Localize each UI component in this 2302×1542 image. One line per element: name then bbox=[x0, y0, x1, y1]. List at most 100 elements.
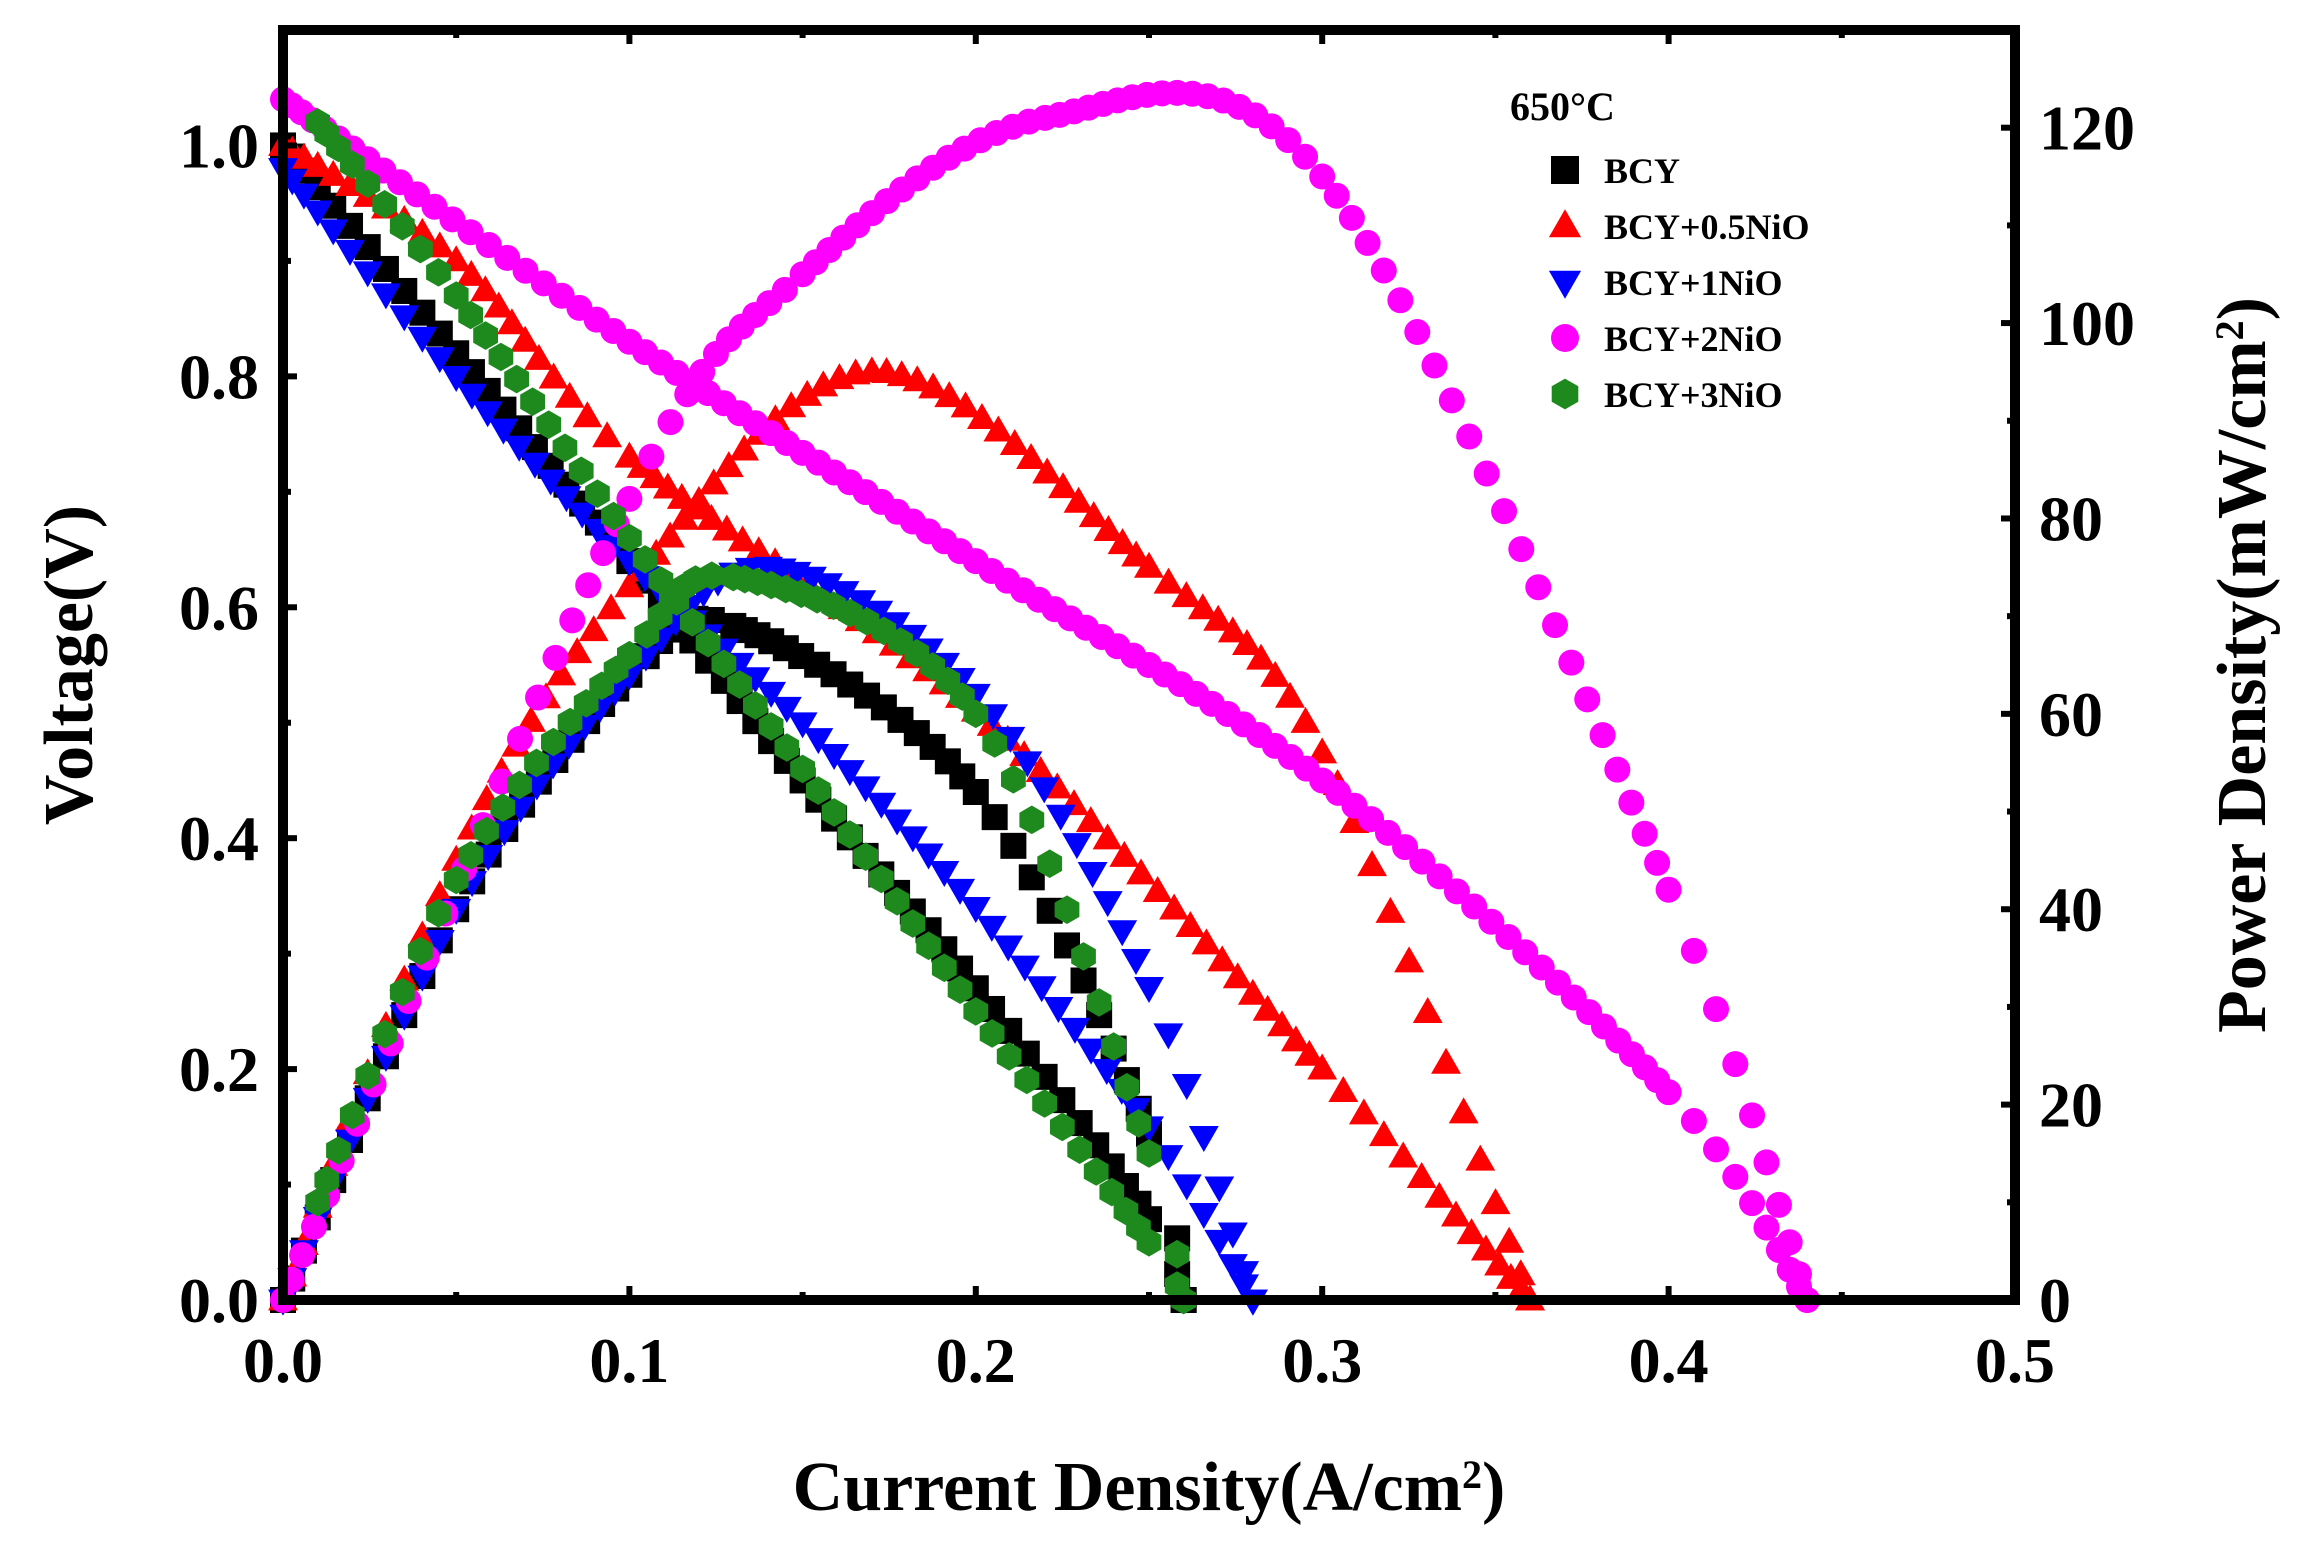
voltage-point bbox=[771, 696, 802, 723]
power-point bbox=[638, 443, 665, 470]
power-point bbox=[1232, 629, 1262, 656]
power-point bbox=[1092, 891, 1123, 918]
power-point bbox=[729, 434, 760, 461]
power-point bbox=[1491, 498, 1518, 525]
voltage-point bbox=[1512, 939, 1539, 966]
power-point bbox=[657, 409, 684, 436]
voltage-point bbox=[424, 347, 455, 374]
voltage-point bbox=[302, 200, 333, 227]
power-point bbox=[1292, 143, 1319, 170]
power-point bbox=[372, 1019, 397, 1049]
power-point bbox=[474, 816, 499, 846]
voltage-point bbox=[372, 190, 397, 219]
voltage-point bbox=[1191, 928, 1222, 955]
voltage-point bbox=[407, 326, 438, 353]
y2-tick-label: 40 bbox=[2039, 874, 2103, 945]
voltage-point bbox=[1267, 1010, 1297, 1037]
voltage-point bbox=[318, 219, 349, 246]
voltage-point bbox=[819, 744, 850, 771]
power-point bbox=[950, 391, 981, 418]
power-point bbox=[562, 637, 593, 664]
voltage-point bbox=[389, 212, 415, 241]
voltage-point bbox=[1091, 1058, 1122, 1085]
voltage-point bbox=[458, 300, 483, 330]
voltage-point bbox=[837, 820, 863, 849]
power-point bbox=[1045, 804, 1076, 831]
voltage-point bbox=[834, 760, 865, 787]
power-point bbox=[339, 1100, 365, 1130]
power-point bbox=[1063, 486, 1094, 513]
voltage-point bbox=[916, 931, 941, 961]
voltage-point bbox=[1229, 1274, 1260, 1301]
power-point bbox=[1121, 540, 1152, 567]
y2-tick-label: 100 bbox=[2039, 288, 2135, 359]
power-point bbox=[1134, 976, 1164, 1003]
voltage-point bbox=[976, 915, 1007, 942]
power-point bbox=[326, 1136, 351, 1165]
voltage-point bbox=[897, 826, 928, 853]
voltage-point bbox=[407, 217, 438, 244]
voltage-point bbox=[483, 291, 514, 318]
power-point bbox=[1229, 1261, 1260, 1288]
voltage-point bbox=[1753, 1214, 1780, 1241]
power-point bbox=[1134, 551, 1164, 578]
power-point bbox=[699, 561, 725, 590]
power-point bbox=[1037, 849, 1063, 878]
voltage-point bbox=[850, 776, 881, 803]
legend-marker bbox=[1551, 324, 1579, 352]
power-point bbox=[1370, 257, 1397, 284]
voltage-point bbox=[1043, 997, 1074, 1024]
legend-marker bbox=[1551, 156, 1579, 184]
voltage-point bbox=[803, 728, 834, 755]
power-point bbox=[983, 415, 1014, 442]
power-point bbox=[1480, 1188, 1511, 1215]
voltage-point bbox=[473, 321, 498, 350]
power-point bbox=[1357, 850, 1388, 877]
y2-tick-label: 80 bbox=[2039, 483, 2103, 554]
voltage-point bbox=[756, 681, 787, 708]
power-point bbox=[1204, 1176, 1235, 1203]
voltage-point bbox=[1478, 908, 1505, 935]
power-point bbox=[1508, 536, 1535, 563]
voltage-point bbox=[1294, 1039, 1325, 1066]
power-point bbox=[1722, 1051, 1749, 1078]
power-point bbox=[1448, 1097, 1479, 1124]
voltage-point bbox=[1461, 893, 1488, 920]
power-point bbox=[1655, 876, 1682, 903]
power-point bbox=[1753, 1149, 1780, 1176]
voltage-point bbox=[408, 234, 433, 264]
power-point bbox=[808, 370, 839, 397]
power-point bbox=[1604, 756, 1631, 783]
voltage-point bbox=[758, 712, 784, 741]
voltage-point bbox=[352, 261, 383, 288]
voltage-point bbox=[1032, 1089, 1057, 1118]
power-point bbox=[1431, 1047, 1461, 1074]
power-point bbox=[1776, 1229, 1803, 1256]
x-tick-label: 0.5 bbox=[1975, 1325, 2055, 1396]
power-point bbox=[1421, 352, 1448, 379]
power-point bbox=[1246, 643, 1276, 670]
voltage-point bbox=[790, 754, 815, 784]
power-point bbox=[1456, 423, 1483, 450]
voltage-point bbox=[648, 566, 674, 595]
voltage-point bbox=[617, 523, 642, 553]
series-bcy-3nio bbox=[305, 108, 1196, 1315]
voltage-point bbox=[1099, 1177, 1125, 1207]
power-point bbox=[443, 865, 469, 895]
voltage-point bbox=[652, 472, 683, 499]
power-point bbox=[1631, 820, 1658, 847]
power-point bbox=[1086, 988, 1112, 1017]
y2-axis-title: Power Density(mW/cm2) bbox=[2204, 297, 2281, 1033]
power-point bbox=[490, 793, 516, 822]
voltage-point bbox=[1471, 1234, 1501, 1261]
voltage-point bbox=[512, 257, 539, 284]
voltage-point bbox=[945, 878, 976, 905]
voltage-point bbox=[567, 502, 598, 529]
voltage-point bbox=[979, 1019, 1005, 1048]
voltage-point bbox=[494, 244, 521, 271]
voltage-point bbox=[993, 935, 1024, 962]
voltage-point bbox=[1142, 875, 1173, 902]
voltage-point bbox=[900, 909, 926, 938]
power-point bbox=[1765, 1191, 1792, 1218]
voltage-point bbox=[774, 733, 800, 762]
